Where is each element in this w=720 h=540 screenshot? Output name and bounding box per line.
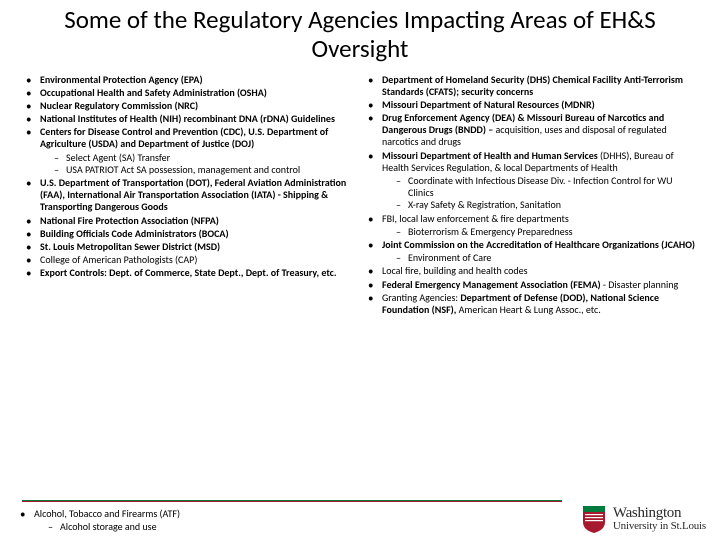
list-item: Federal Emergency Management Association… [366,279,696,291]
logo-footer: Washington University in St.Louis [581,504,706,534]
list-item: Building Officials Code Administrators (… [24,228,354,240]
left-extra-block: Alcohol, Tobacco and Firearms (ATF)Alcoh… [18,508,358,534]
sub-list-item: X-ray Safety & Registration, Sanitation [396,199,696,211]
sub-list-item: USA PATRIOT Act SA possession, managemen… [54,164,354,176]
list-item: College of American Pathologists (CAP) [24,254,354,266]
list-item-text: Building Officials Code Administrators (… [40,227,229,240]
list-item-text: St. Louis Metropolitan Sewer District (M… [40,240,220,253]
left-column: Environmental Protection Agency (EPA)Occ… [18,74,360,318]
list-item: Missouri Department of Health and Human … [366,150,696,212]
sub-list: Coordinate with Infectious Disease Div. … [382,175,696,212]
list-item-text: Drug Enforcement Agency (DEA) & Missouri… [382,111,667,148]
list-item-text: Missouri Department of Health and Human … [382,149,674,174]
left-extra-list: Alcohol, Tobacco and Firearms (ATF)Alcoh… [18,508,358,533]
washu-wordmark: Washington University in St.Louis [613,506,706,532]
list-item: Centers for Disease Control and Preventi… [24,126,354,176]
list-item-text: Local fire, building and health codes [382,264,528,277]
sub-list-item: Alcohol storage and use [48,521,358,533]
list-item-text: Joint Commission on the Accreditation of… [382,238,695,251]
right-column: Department of Homeland Security (DHS) Ch… [360,74,702,318]
list-item-text: Export Controls: Dept. of Commerce, Stat… [40,266,337,279]
list-item-text: Missouri Department of Natural Resources… [382,98,595,111]
list-item-text: Occupational Health and Safety Administr… [40,86,267,99]
list-item-text: Nuclear Regulatory Commission (NRC) [40,99,198,112]
sub-list: Alcohol storage and use [34,521,358,533]
divider-rule [22,500,562,502]
list-item-text: FBI, local law enforcement & fire depart… [382,212,569,225]
list-item-text: U.S. Department of Transportation (DOT),… [40,176,346,213]
right-list: Department of Homeland Security (DHS) Ch… [366,74,696,317]
washu-shield-icon [581,504,607,534]
list-item-text: Granting Agencies: Department of Defense… [382,291,659,316]
list-item-text: National Institutes of Health (NIH) reco… [40,112,335,125]
list-item: Granting Agencies: Department of Defense… [366,292,696,316]
list-item: Environmental Protection Agency (EPA) [24,74,354,86]
list-item-text: Federal Emergency Management Association… [382,278,678,291]
list-item: National Fire Protection Association (NF… [24,215,354,227]
list-item-text: National Fire Protection Association (NF… [40,214,219,227]
list-item: Occupational Health and Safety Administr… [24,87,354,99]
list-item: St. Louis Metropolitan Sewer District (M… [24,241,354,253]
list-item: Department of Homeland Security (DHS) Ch… [366,74,696,98]
list-item: U.S. Department of Transportation (DOT),… [24,177,354,214]
sub-list: Select Agent (SA) TransferUSA PATRIOT Ac… [40,152,354,176]
sub-list: Bioterrorism & Emergency Preparedness [382,226,696,238]
list-item-text: Environmental Protection Agency (EPA) [40,73,203,86]
content-columns: Environmental Protection Agency (EPA)Occ… [0,74,720,318]
list-item-text: Alcohol, Tobacco and Firearms (ATF) [34,507,180,520]
list-item: Missouri Department of Natural Resources… [366,99,696,111]
list-item-text: College of American Pathologists (CAP) [40,253,197,266]
sub-list-item: Environment of Care [396,252,696,264]
sub-list-item: Coordinate with Infectious Disease Div. … [396,175,696,199]
list-item-text: Department of Homeland Security (DHS) Ch… [382,73,683,98]
sub-list-item: Select Agent (SA) Transfer [54,152,354,164]
list-item: Joint Commission on the Accreditation of… [366,239,696,264]
left-list: Environmental Protection Agency (EPA)Occ… [24,74,354,280]
list-item: FBI, local law enforcement & fire depart… [366,213,696,238]
logo-line2: University in St.Louis [613,521,706,532]
list-item: Nuclear Regulatory Commission (NRC) [24,100,354,112]
slide-title: Some of the Regulatory Agencies Impactin… [0,0,720,74]
list-item: Export Controls: Dept. of Commerce, Stat… [24,267,354,279]
list-item: Alcohol, Tobacco and Firearms (ATF)Alcoh… [18,508,358,533]
list-item: Drug Enforcement Agency (DEA) & Missouri… [366,112,696,149]
logo-line1: Washington [613,506,706,521]
list-item-text: Centers for Disease Control and Preventi… [40,125,328,150]
list-item: Local fire, building and health codes [366,265,696,277]
sub-list: Environment of Care [382,252,696,264]
list-item: National Institutes of Health (NIH) reco… [24,113,354,125]
sub-list-item: Bioterrorism & Emergency Preparedness [396,226,696,238]
